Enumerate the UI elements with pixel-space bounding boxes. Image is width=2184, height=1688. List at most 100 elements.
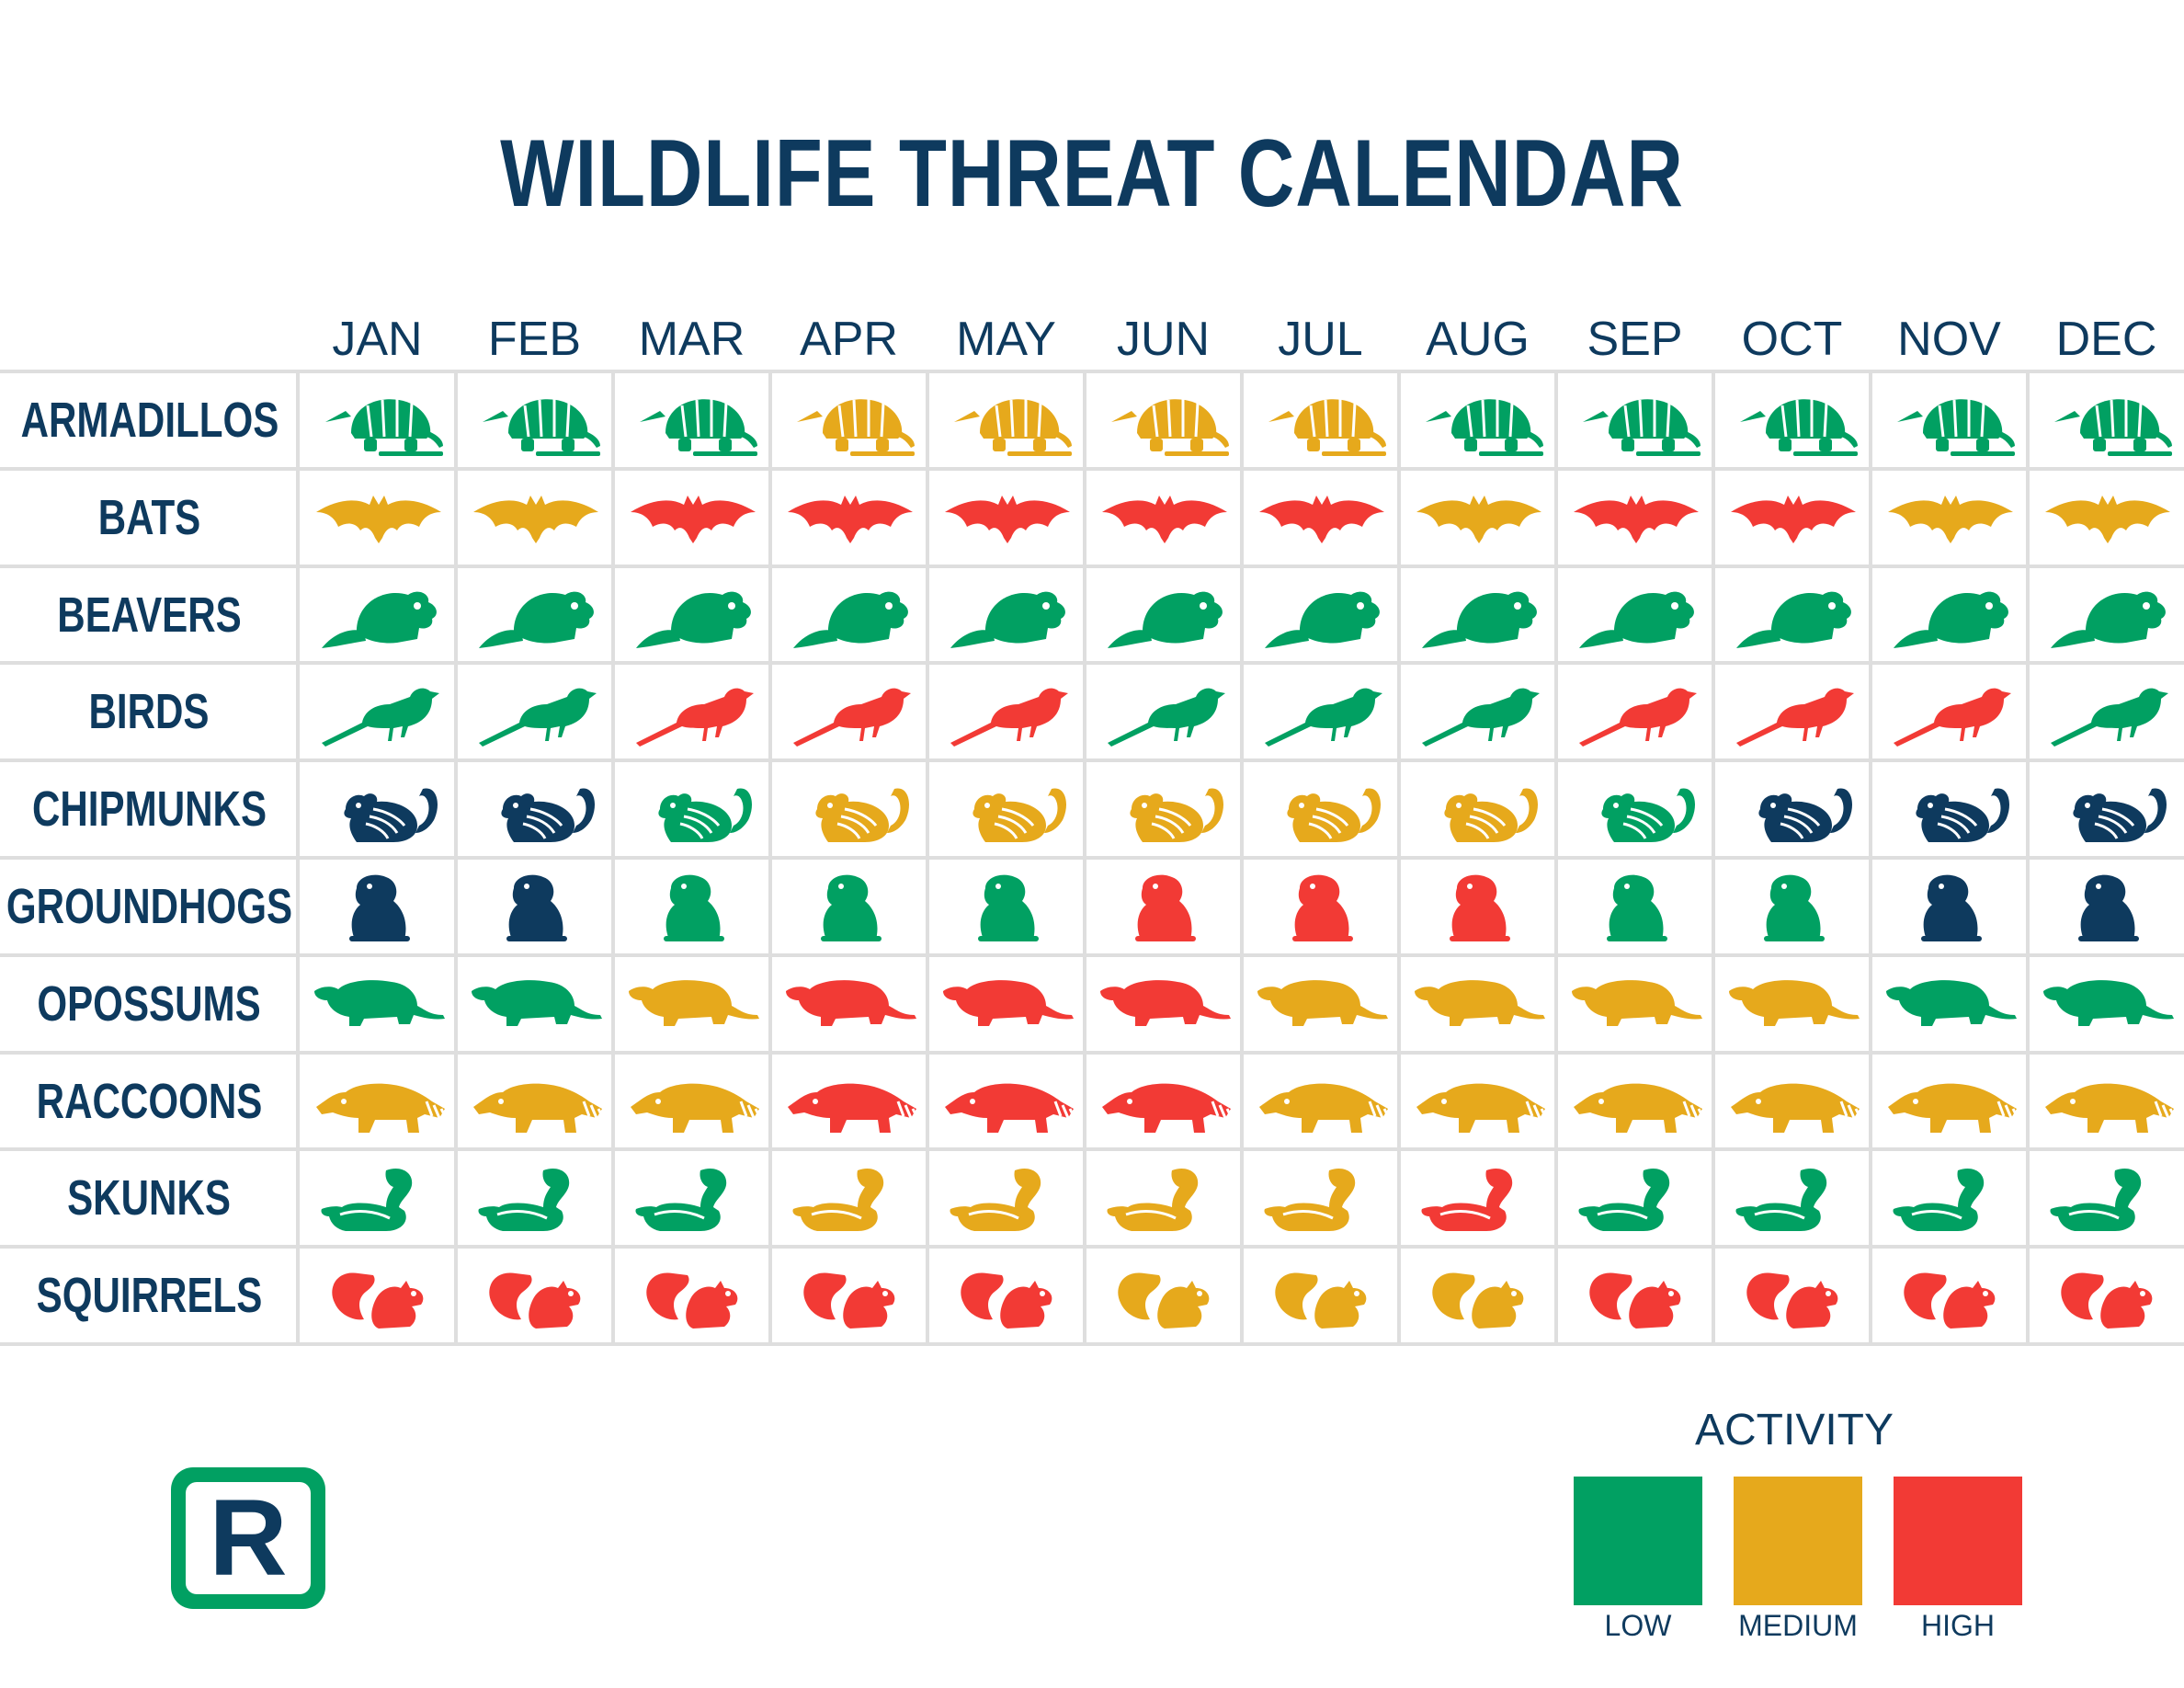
- groundhog-icon: [770, 858, 927, 954]
- groundhog-icon: [1713, 858, 1871, 954]
- bird-icon: [770, 663, 927, 759]
- month-header-jan: JAN: [332, 313, 423, 366]
- legend-swatch-high: [1894, 1477, 2022, 1605]
- bat-icon: [1713, 469, 1871, 565]
- groundhog-icon: [1242, 858, 1399, 954]
- raccoon-icon: [613, 1053, 770, 1149]
- bat-icon: [2028, 469, 2184, 565]
- month-header-nov: NOV: [1897, 313, 2001, 366]
- chipmunk-icon: [613, 760, 770, 857]
- raccoon-icon: [927, 1053, 1085, 1149]
- armadillo-icon: [927, 371, 1085, 468]
- skunk-icon: [1399, 1149, 1556, 1246]
- raccoon-icon: [1713, 1053, 1871, 1149]
- bird-icon: [2028, 663, 2184, 759]
- skunk-icon: [1871, 1149, 2028, 1246]
- row-label-raccoons: RACCOONS: [36, 1073, 263, 1129]
- month-header-oct: OCT: [1741, 313, 1843, 366]
- bat-icon: [1242, 469, 1399, 565]
- skunk-icon: [299, 1149, 456, 1246]
- beaver-icon: [1556, 566, 1713, 663]
- skunk-icon: [1242, 1149, 1399, 1246]
- squirrel-icon: [1713, 1247, 1871, 1343]
- legend-label-high: HIGH: [1921, 1609, 1995, 1642]
- bird-icon: [1713, 663, 1871, 759]
- chipmunk-icon: [1085, 760, 1242, 857]
- bat-icon: [1085, 469, 1242, 565]
- bird-icon: [1556, 663, 1713, 759]
- opossum-icon: [456, 955, 613, 1052]
- bat-icon: [770, 469, 927, 565]
- opossum-icon: [1871, 955, 2028, 1052]
- squirrel-icon: [1399, 1247, 1556, 1343]
- raccoon-icon: [1085, 1053, 1242, 1149]
- squirrel-icon: [927, 1247, 1085, 1343]
- month-header-sep: SEP: [1587, 313, 1683, 366]
- armadillo-icon: [1556, 371, 1713, 468]
- chipmunk-icon: [1871, 760, 2028, 857]
- armadillo-icon: [770, 371, 927, 468]
- month-header-dec: DEC: [2055, 313, 2157, 366]
- bird-icon: [1242, 663, 1399, 759]
- grid-hline: [0, 1147, 2184, 1151]
- month-header-apr: APR: [800, 313, 898, 366]
- squirrel-icon: [2028, 1247, 2184, 1343]
- armadillo-icon: [299, 371, 456, 468]
- month-header-feb: FEB: [487, 313, 582, 366]
- grid-hline: [0, 856, 2184, 860]
- skunk-icon: [2028, 1149, 2184, 1246]
- groundhog-icon: [927, 858, 1085, 954]
- bird-icon: [1399, 663, 1556, 759]
- raccoon-icon: [299, 1053, 456, 1149]
- raccoon-icon: [1399, 1053, 1556, 1149]
- grid-hline: [0, 661, 2184, 665]
- squirrel-icon: [1085, 1247, 1242, 1343]
- beaver-icon: [299, 566, 456, 663]
- squirrel-icon: [299, 1247, 456, 1343]
- squirrel-icon: [1871, 1247, 2028, 1343]
- month-header-mar: MAR: [638, 313, 745, 366]
- month-header-aug: AUG: [1426, 313, 1530, 366]
- squirrel-icon: [456, 1247, 613, 1343]
- armadillo-icon: [613, 371, 770, 468]
- bird-icon: [299, 663, 456, 759]
- skunk-icon: [1713, 1149, 1871, 1246]
- chipmunk-icon: [1399, 760, 1556, 857]
- beaver-icon: [2028, 566, 2184, 663]
- raccoon-icon: [1556, 1053, 1713, 1149]
- squirrel-icon: [770, 1247, 927, 1343]
- bat-icon: [1399, 469, 1556, 565]
- grid-hline: [0, 1051, 2184, 1055]
- chipmunk-icon: [1242, 760, 1399, 857]
- chipmunk-icon: [2028, 760, 2184, 857]
- groundhog-icon: [1399, 858, 1556, 954]
- squirrel-icon: [613, 1247, 770, 1343]
- beaver-icon: [456, 566, 613, 663]
- opossum-icon: [1556, 955, 1713, 1052]
- raccoon-icon: [2028, 1053, 2184, 1149]
- opossum-icon: [770, 955, 927, 1052]
- squirrel-icon: [1556, 1247, 1713, 1343]
- raccoon-icon: [456, 1053, 613, 1149]
- opossum-icon: [1399, 955, 1556, 1052]
- armadillo-icon: [1242, 371, 1399, 468]
- groundhog-icon: [456, 858, 613, 954]
- bird-icon: [456, 663, 613, 759]
- row-label-skunks: SKUNKS: [67, 1169, 232, 1226]
- groundhog-icon: [1085, 858, 1242, 954]
- brand-logo: R: [171, 1467, 325, 1609]
- grid-hline: [0, 953, 2184, 957]
- month-header-may: MAY: [956, 313, 1056, 366]
- armadillo-icon: [456, 371, 613, 468]
- beaver-icon: [1871, 566, 2028, 663]
- groundhog-icon: [613, 858, 770, 954]
- chipmunk-icon: [299, 760, 456, 857]
- opossum-icon: [1085, 955, 1242, 1052]
- row-label-bats: BATS: [97, 489, 201, 545]
- beaver-icon: [613, 566, 770, 663]
- row-label-opossums: OPOSSUMS: [37, 975, 262, 1032]
- row-label-armadillos: ARMADILLOS: [20, 392, 279, 448]
- bat-icon: [299, 469, 456, 565]
- bat-icon: [456, 469, 613, 565]
- month-header-jun: JUN: [1116, 313, 1211, 366]
